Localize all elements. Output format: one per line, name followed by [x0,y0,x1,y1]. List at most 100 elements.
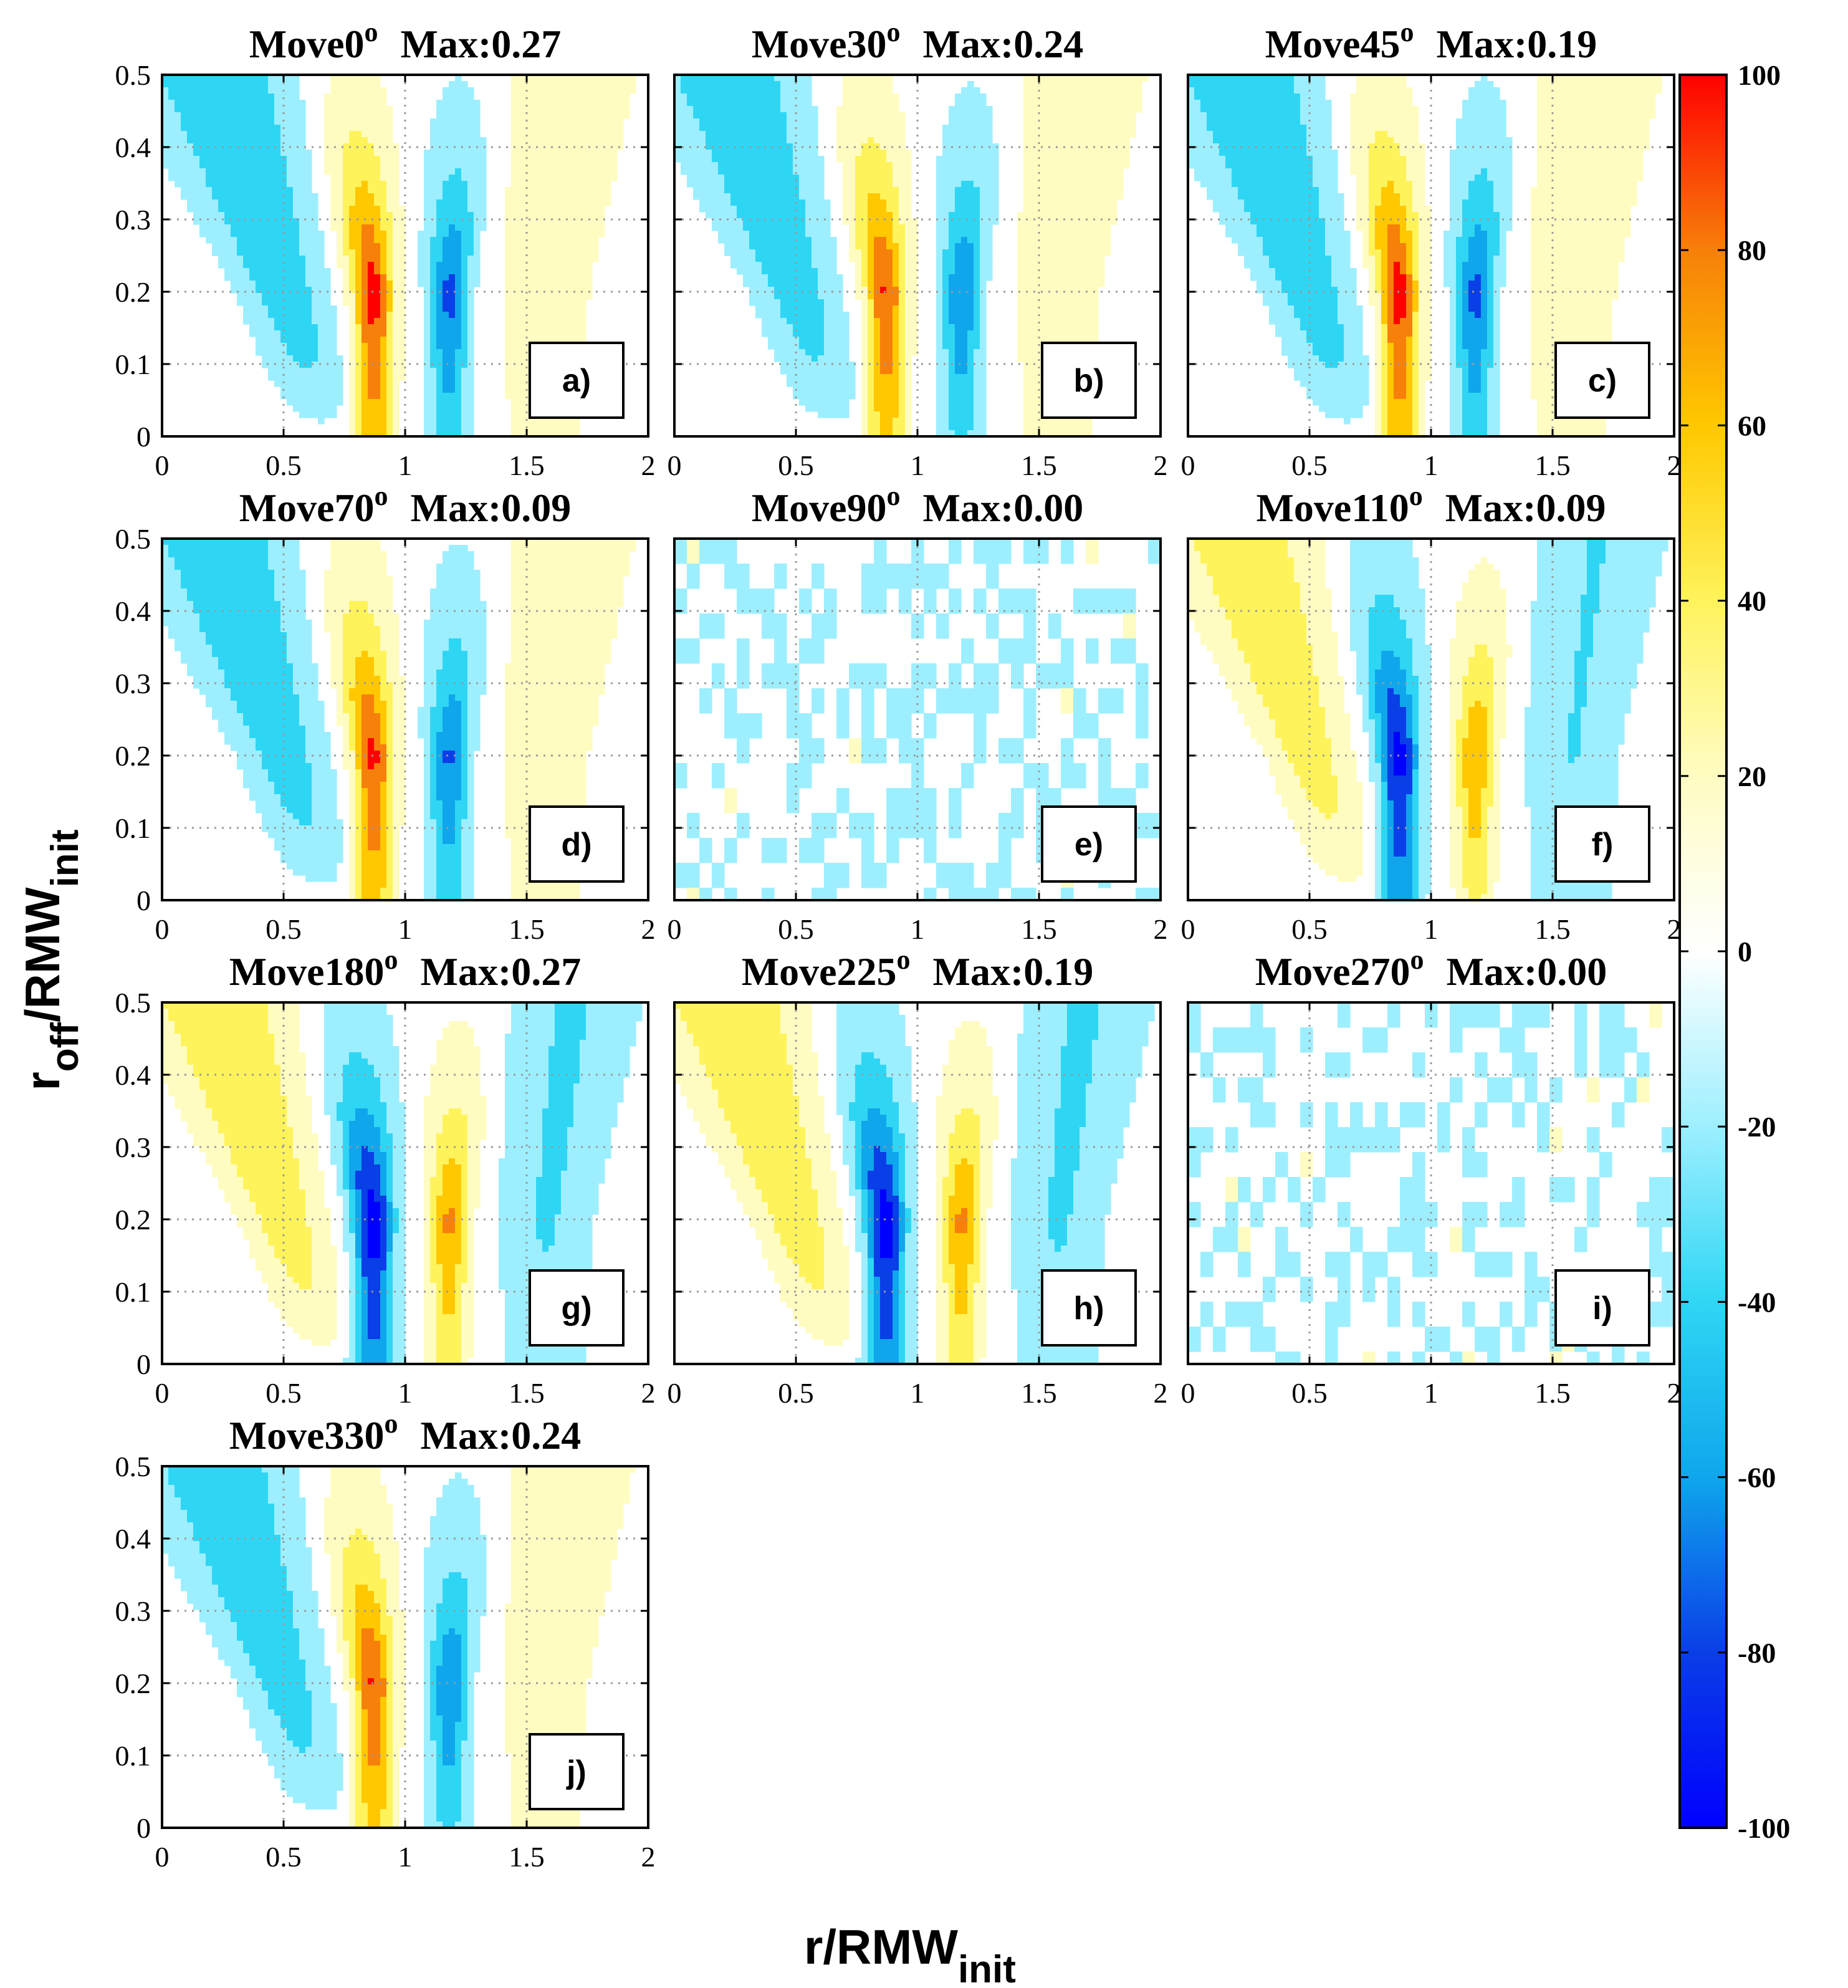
heatmap-cell [1073,106,1080,113]
heatmap-cell [467,249,474,256]
heatmap-cell [449,199,456,206]
heatmap-cell [774,181,781,188]
heatmap-cell [380,368,387,375]
heatmap-cell [1048,131,1055,138]
heatmap-cell [955,212,962,219]
heatmap-cell [730,81,737,88]
heatmap-cell [305,206,312,213]
heatmap-cell [524,256,530,262]
heatmap-cell [243,168,250,175]
heatmap-cell [1048,143,1055,150]
heatmap-cell [330,206,337,213]
heatmap-cell [374,75,381,82]
heatmap-cell [861,199,868,206]
heatmap-cell [374,262,381,269]
heatmap-cell [243,287,250,294]
heatmap-cell [330,143,337,150]
heatmap-cell [181,150,188,156]
heatmap-cell [1048,187,1055,194]
heatmap-cell [199,137,206,144]
heatmap-cell [1036,187,1043,194]
heatmap-cell [1080,256,1086,262]
heatmap-cell [868,274,874,281]
heatmap-cell [262,131,269,138]
heatmap-cell [511,231,518,238]
heatmap-cell [1017,274,1024,281]
heatmap-cell [699,162,706,169]
heatmap-cell [1048,224,1055,231]
heatmap-cell [1036,268,1043,275]
heatmap-cell [224,168,231,175]
heatmap-cell [430,293,437,300]
heatmap-cell [305,343,312,350]
heatmap-cell [393,393,400,400]
heatmap-cell [461,100,468,107]
heatmap-cell [511,168,518,175]
heatmap-cell [586,212,593,219]
heatmap-cell [598,218,605,225]
heatmap-cell [368,274,375,281]
heatmap-cell [980,175,987,181]
heatmap-cell [955,143,962,150]
heatmap-cell [598,81,605,88]
heatmap-cell [386,349,393,356]
heatmap-cell [774,218,781,225]
heatmap-cell [380,281,387,287]
heatmap-cell [361,274,368,281]
heatmap-cell [293,374,300,381]
heatmap-cell [1017,262,1024,269]
heatmap-cell [548,218,555,225]
heatmap-cell [262,349,269,356]
heatmap-cell [199,199,206,206]
heatmap-cell [374,100,381,107]
heatmap-cell [268,237,275,244]
heatmap-cell [1092,125,1099,132]
heatmap-cell [1036,231,1043,238]
heatmap-cell [1092,287,1099,294]
heatmap-cell [243,224,250,231]
heatmap-cell [774,112,781,119]
heatmap-cell [467,187,474,194]
heatmap-cell [231,262,237,269]
heatmap-cell [256,237,262,244]
heatmap-cell [1048,81,1055,88]
heatmap-cell [393,343,400,350]
heatmap-cell [337,168,343,175]
heatmap-cell [374,112,381,119]
heatmap-cell [1036,168,1043,175]
heatmap-cell [280,299,287,306]
heatmap-cell [343,224,350,231]
heatmap-cell [517,287,524,294]
heatmap-cell [455,118,462,125]
heatmap-cell [1030,75,1037,82]
heatmap-cell [1055,181,1061,188]
heatmap-cell [330,312,337,319]
heatmap-cell [274,237,281,244]
heatmap-cell [461,125,468,132]
heatmap-cell [724,168,731,175]
heatmap-cell [762,243,768,250]
heatmap-cell [386,355,393,362]
heatmap-cell [449,94,456,100]
heatmap-cell [175,87,181,94]
heatmap-cell [868,237,874,244]
heatmap-cell [318,380,325,387]
heatmap-cell [449,268,456,275]
heatmap-cell [224,181,231,188]
heatmap-cell [212,175,219,181]
heatmap-cell [830,249,837,256]
heatmap-cell [749,143,756,150]
heatmap-cell [555,94,562,100]
heatmap-cell [573,430,580,436]
heatmap-cell [187,118,194,125]
heatmap-cell [712,156,719,163]
heatmap-cell [880,143,887,150]
heatmap-cell [1030,287,1037,294]
heatmap-cell [687,106,694,113]
heatmap-cell [249,137,256,144]
heatmap-cell [580,287,586,294]
heatmap-cell [836,118,843,125]
heatmap-cell [874,231,881,238]
heatmap-cell [1073,100,1080,107]
heatmap-cell [467,399,474,406]
